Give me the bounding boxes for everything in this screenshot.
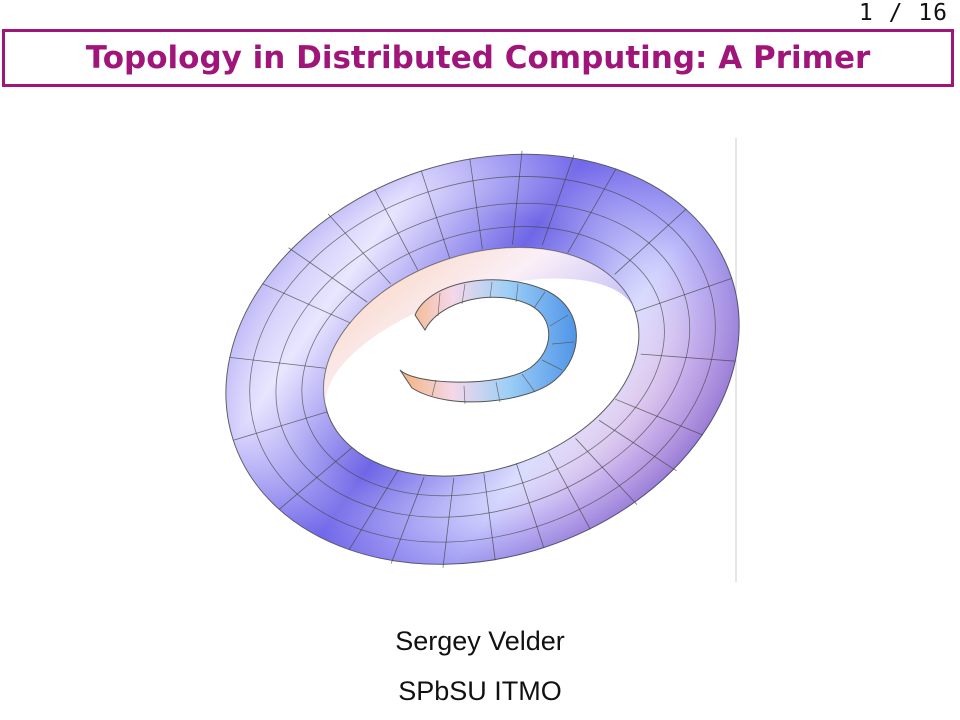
page-number: 1 / 16: [858, 0, 948, 26]
author-affiliation: SPbSU ITMO: [398, 676, 562, 706]
title-box: Topology in Distributed Computing: A Pri…: [2, 29, 954, 87]
torus-cutaway-figure: [225, 138, 740, 582]
slide-title: Topology in Distributed Computing: A Pri…: [85, 40, 871, 76]
inner-ribbon: [399, 279, 577, 405]
author-name: Sergey Velder: [395, 626, 565, 656]
